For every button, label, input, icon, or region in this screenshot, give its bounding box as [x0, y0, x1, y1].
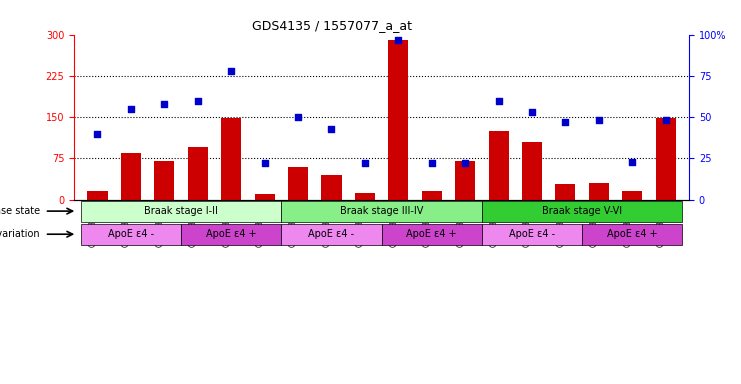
- Bar: [355, 193, 375, 200]
- Point: [493, 98, 505, 104]
- Text: ApoE ε4 +: ApoE ε4 +: [206, 229, 256, 239]
- FancyBboxPatch shape: [181, 224, 282, 245]
- Point: [459, 160, 471, 166]
- Point: [559, 119, 571, 125]
- Bar: [589, 183, 609, 200]
- Point: [92, 131, 104, 137]
- FancyBboxPatch shape: [582, 224, 682, 245]
- FancyBboxPatch shape: [282, 224, 382, 245]
- Point: [393, 36, 405, 43]
- Point: [325, 126, 337, 132]
- Point: [125, 106, 137, 112]
- Bar: [255, 194, 275, 200]
- Bar: [87, 191, 107, 200]
- Text: Braak stage V-VI: Braak stage V-VI: [542, 206, 622, 216]
- Bar: [522, 142, 542, 200]
- FancyBboxPatch shape: [482, 224, 582, 245]
- Bar: [556, 184, 576, 200]
- Bar: [187, 147, 207, 200]
- FancyBboxPatch shape: [81, 201, 282, 222]
- FancyBboxPatch shape: [81, 224, 181, 245]
- Text: ApoE ε4 +: ApoE ε4 +: [407, 229, 457, 239]
- Point: [259, 160, 270, 166]
- Bar: [154, 161, 174, 200]
- Text: ApoE ε4 -: ApoE ε4 -: [108, 229, 154, 239]
- FancyBboxPatch shape: [482, 201, 682, 222]
- Text: ApoE ε4 -: ApoE ε4 -: [308, 229, 354, 239]
- Bar: [221, 118, 242, 200]
- Point: [292, 114, 304, 120]
- Bar: [488, 131, 508, 200]
- Point: [159, 101, 170, 107]
- Title: GDS4135 / 1557077_a_at: GDS4135 / 1557077_a_at: [253, 19, 413, 32]
- Bar: [422, 191, 442, 200]
- Bar: [388, 40, 408, 200]
- Point: [426, 160, 438, 166]
- Text: ApoE ε4 +: ApoE ε4 +: [607, 229, 657, 239]
- Bar: [288, 167, 308, 200]
- Bar: [622, 191, 642, 200]
- Point: [626, 159, 638, 165]
- Point: [593, 117, 605, 123]
- FancyBboxPatch shape: [282, 201, 482, 222]
- Text: Braak stage III-IV: Braak stage III-IV: [340, 206, 423, 216]
- Text: ApoE ε4 -: ApoE ε4 -: [509, 229, 555, 239]
- Text: genotype/variation: genotype/variation: [0, 229, 40, 239]
- Point: [359, 160, 370, 166]
- Text: Braak stage I-II: Braak stage I-II: [144, 206, 218, 216]
- Bar: [322, 175, 342, 200]
- Bar: [455, 161, 475, 200]
- Bar: [656, 118, 676, 200]
- Text: disease state: disease state: [0, 206, 40, 216]
- Point: [526, 109, 538, 115]
- Point: [225, 68, 237, 74]
- FancyBboxPatch shape: [382, 224, 482, 245]
- Bar: [121, 153, 141, 200]
- Point: [192, 98, 204, 104]
- Point: [659, 117, 671, 123]
